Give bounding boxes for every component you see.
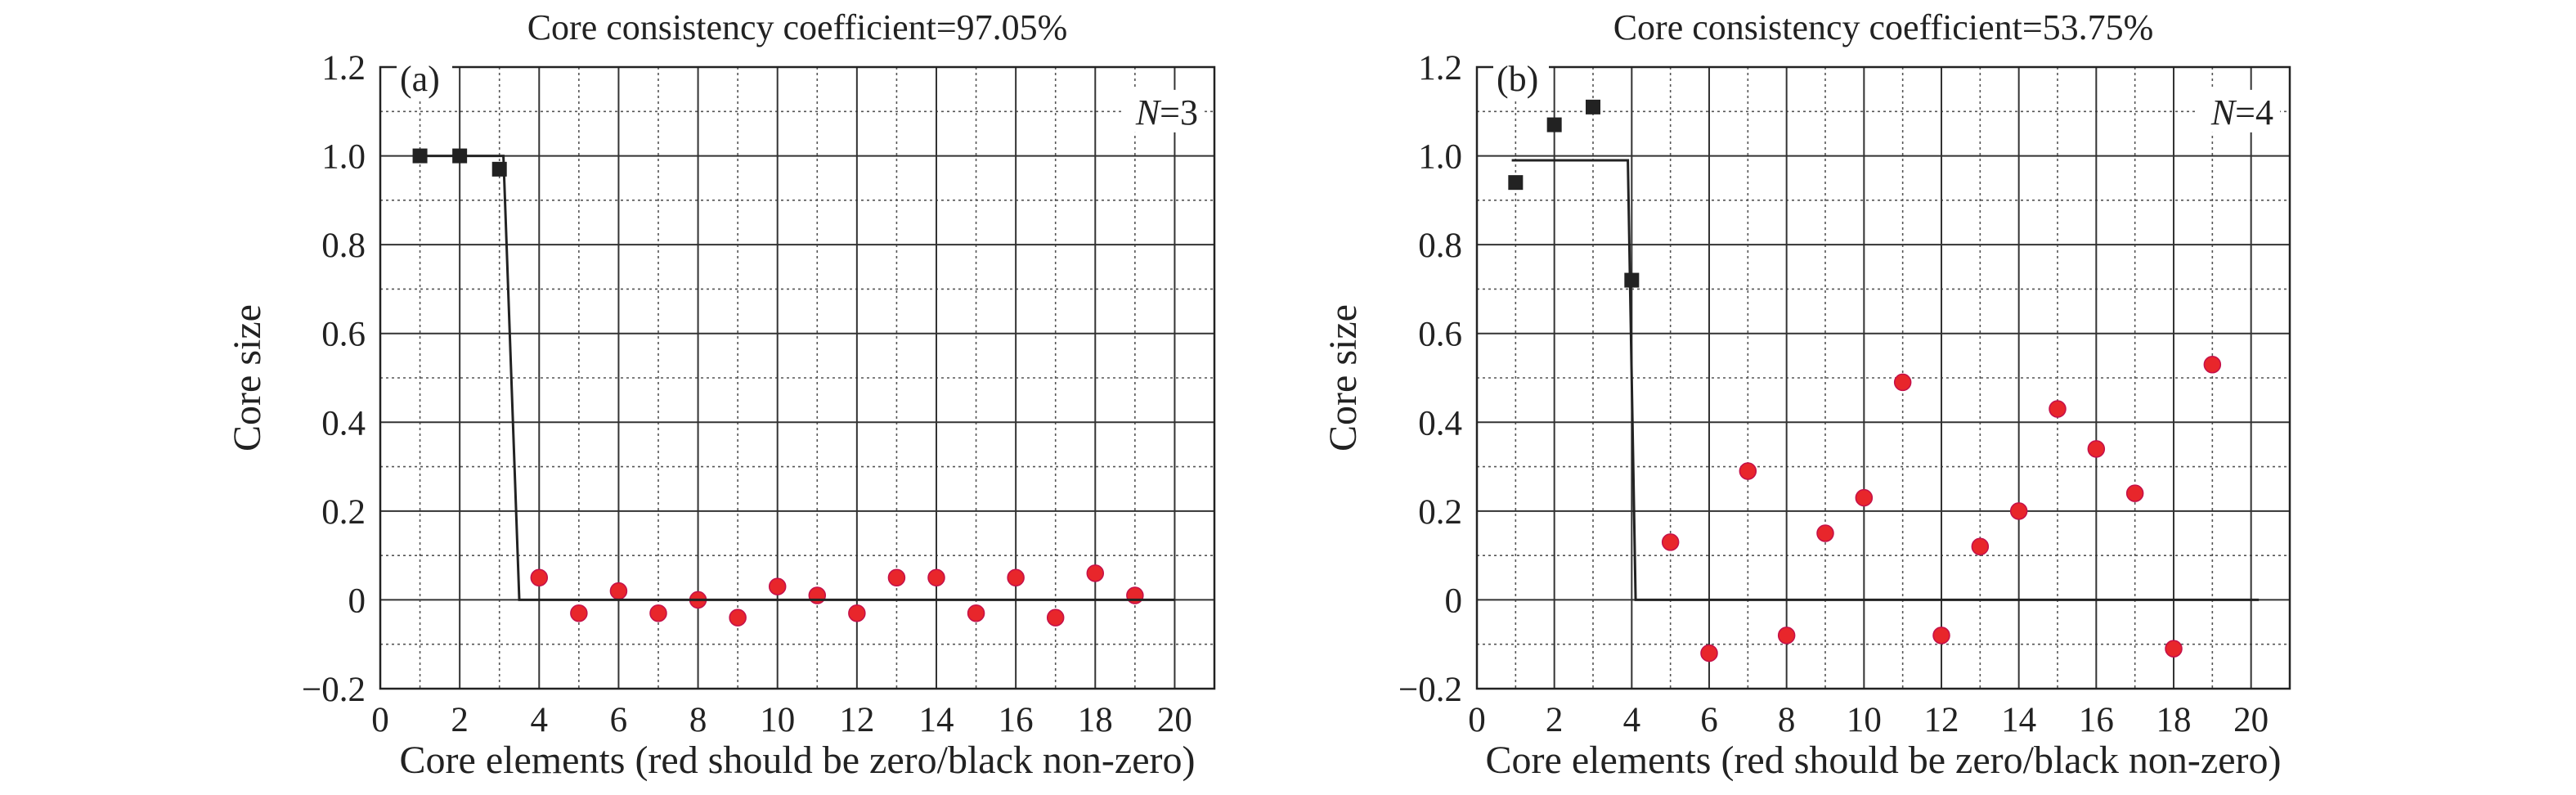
x-tick-label: 4	[1623, 701, 1641, 739]
x-tick-label: 14	[919, 701, 954, 739]
core-point-zero	[967, 604, 985, 622]
x-tick-label: 20	[1157, 701, 1192, 739]
x-axis-label: Core elements (red should be zero/black …	[1486, 739, 2282, 782]
chart-title: Core consistency coefficient=97.05%	[527, 7, 1068, 47]
core-point-zero	[1007, 568, 1025, 587]
core-point-zero	[1046, 609, 1065, 627]
core-point-zero	[887, 568, 906, 587]
chart-title: Core consistency coefficient=53.75%	[1613, 7, 2154, 47]
y-tick-label: 0.8	[1418, 227, 1462, 265]
chart-panel-a: Core consistency coefficient=97.05% Core …	[226, 7, 1216, 782]
n-annotation-variable: N	[1135, 92, 1162, 132]
y-tick-label: −0.2	[1398, 671, 1462, 709]
x-tick-label: 0	[1468, 701, 1486, 739]
core-point-zero	[2165, 640, 2183, 658]
x-tick-label: 18	[2156, 701, 2192, 739]
y-axis-label: Core size	[1322, 304, 1365, 451]
n-annotation-value: =4	[2235, 92, 2273, 132]
y-axis-label: Core size	[226, 304, 269, 451]
n-annotation-value: =3	[1160, 92, 1198, 132]
y-tick-label: 0.4	[1418, 404, 1462, 442]
x-tick-label: 18	[1078, 701, 1113, 739]
x-tick-label: 0	[371, 701, 389, 739]
x-tick-label: 10	[1847, 701, 1882, 739]
y-tick-label: −0.2	[302, 671, 366, 709]
core-point-zero	[1777, 627, 1796, 645]
n-annotation: N=4	[2210, 92, 2273, 132]
y-tick-label: 0.6	[1418, 316, 1462, 354]
x-tick-label: 2	[1546, 701, 1564, 739]
x-axis-label: Core elements (red should be zero/black …	[400, 739, 1196, 782]
x-tick-label: 8	[1778, 701, 1796, 739]
x-tick-label: 2	[451, 701, 469, 739]
core-point-zero	[609, 582, 628, 600]
x-tick-label: 10	[760, 701, 795, 739]
x-tick-label: 12	[839, 701, 874, 739]
core-point-zero	[530, 568, 549, 587]
core-point-zero	[1126, 586, 1144, 604]
core-point-nonzero	[1624, 272, 1640, 288]
core-point-zero	[649, 604, 667, 622]
panel-label: (a)	[400, 59, 440, 99]
core-point-zero	[1971, 537, 1990, 556]
core-point-zero	[808, 586, 827, 604]
core-point-nonzero	[1586, 99, 1600, 115]
panel-label: (b)	[1497, 59, 1538, 99]
y-tick-label: 0	[348, 582, 366, 620]
x-tick-label: 6	[610, 701, 628, 739]
x-tick-label: 6	[1700, 701, 1718, 739]
core-point-zero	[1700, 644, 1718, 662]
y-tick-label: 1.2	[1418, 49, 1462, 88]
y-tick-label: 0	[1445, 582, 1463, 620]
core-point-nonzero	[1508, 175, 1524, 191]
core-point-zero	[1932, 627, 1950, 645]
core-point-zero	[1816, 524, 1834, 542]
x-tick-label: 12	[1924, 701, 1959, 739]
x-tick-label: 4	[531, 701, 549, 739]
y-tick-label: 1.0	[321, 138, 366, 177]
n-label-background	[2198, 89, 2280, 132]
core-point-zero	[1893, 373, 1912, 392]
core-point-zero	[848, 604, 866, 622]
n-annotation-variable: N	[2210, 92, 2237, 132]
panel-label-background	[1493, 58, 1549, 100]
core-point-zero	[2125, 484, 2144, 502]
core-point-zero	[2087, 440, 2106, 458]
n-annotation: N=3	[1135, 92, 1198, 132]
x-tick-label: 14	[2001, 701, 2036, 739]
y-tick-label: 0.6	[321, 316, 366, 354]
y-tick-label: 0.2	[1418, 493, 1462, 532]
core-point-zero	[768, 577, 787, 595]
x-tick-label: 16	[2079, 701, 2114, 739]
core-point-zero	[1086, 564, 1105, 582]
core-point-zero	[2009, 502, 2028, 520]
n-label-background	[1123, 89, 1205, 132]
panel-label-background	[397, 58, 452, 100]
plot-frame	[1475, 65, 2291, 690]
core-point-zero	[2049, 400, 2067, 418]
core-point-zero	[570, 604, 588, 622]
y-tick-label: 1.2	[321, 49, 366, 88]
target-core-line	[1511, 159, 2260, 601]
x-tick-label: 8	[689, 701, 707, 739]
chart-panel-b: Core consistency coefficient=53.75% Core …	[1322, 7, 2291, 782]
core-point-zero	[1739, 462, 1757, 480]
core-point-zero	[927, 568, 945, 587]
core-point-zero	[1855, 488, 1874, 507]
y-tick-label: 1.0	[1418, 138, 1462, 177]
y-tick-label: 0.4	[321, 404, 366, 442]
y-tick-label: 0.2	[321, 493, 366, 532]
core-point-nonzero	[1546, 117, 1562, 132]
x-tick-label: 16	[999, 701, 1034, 739]
x-tick-label: 20	[2233, 701, 2269, 739]
core-point-zero	[1661, 533, 1680, 551]
core-point-zero	[2203, 355, 2222, 374]
core-point-zero	[729, 609, 747, 627]
y-tick-label: 0.8	[321, 227, 366, 265]
plot-frame	[379, 65, 1216, 690]
target-core-line	[415, 155, 1175, 601]
